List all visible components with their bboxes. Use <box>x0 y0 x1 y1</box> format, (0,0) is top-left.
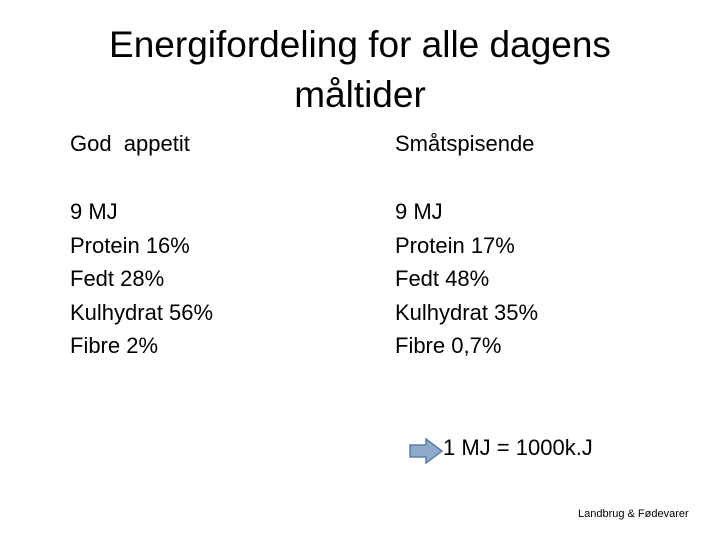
arrow-icon <box>409 438 444 464</box>
column-line: Fedt 48% <box>395 266 490 291</box>
column-line: Protein 16% <box>70 232 190 258</box>
column-heading: God appetit <box>70 131 190 156</box>
column-line: Fedt 28% <box>70 266 165 291</box>
column-line: Protein 17% <box>395 232 515 258</box>
title-line: Energifordeling for alle dagens <box>109 24 611 65</box>
arrow-shape <box>409 438 444 464</box>
column-line: Fibre 0,7% <box>395 333 502 358</box>
column-line: 9 MJ <box>395 199 443 224</box>
footer: Landbrug & Fødevarer <box>578 508 689 520</box>
column-line: Fibre 2% <box>70 333 159 358</box>
column-line: Kulhydrat 56% <box>70 299 214 325</box>
title-line: måltider <box>294 74 426 115</box>
column-line: Kulhydrat 35% <box>395 299 539 325</box>
note: 1 MJ = 1000k.J <box>443 435 593 460</box>
column-line: 9 MJ <box>70 199 118 224</box>
column-heading: Småtspisende <box>395 131 535 156</box>
